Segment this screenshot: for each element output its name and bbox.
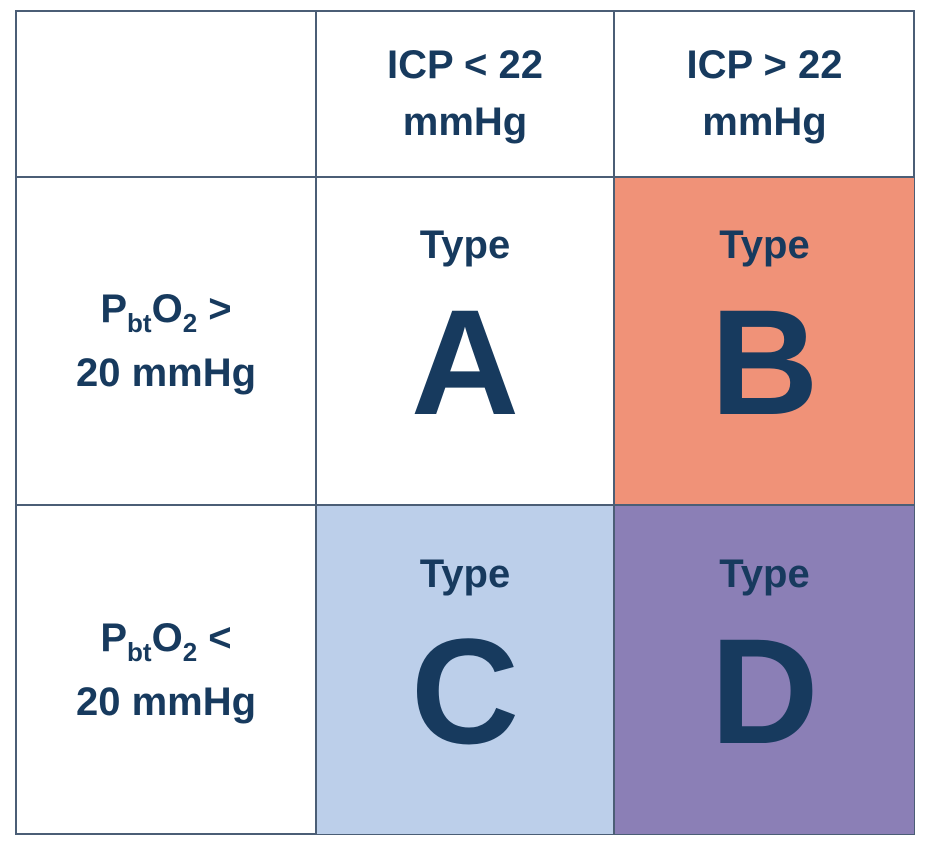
type-label: Type <box>719 552 810 596</box>
column-header-line2: mmHg <box>702 100 827 144</box>
row-header-line1: PbtO2 > <box>100 287 232 338</box>
row-header-line2: 20 mmHg <box>75 680 257 724</box>
type-label: Type <box>419 552 511 596</box>
column-header-line1: ICP < 22 <box>386 43 544 87</box>
row-header-pbto2-low: PbtO2 < 20 mmHg <box>17 506 317 834</box>
column-header-icp-high: ICP > 22 mmHg <box>615 12 914 178</box>
row-header-line1: PbtO2 < <box>100 616 232 667</box>
type-label: Type <box>719 223 810 267</box>
type-label: Type <box>419 223 511 267</box>
type-d-cell: Type D <box>615 506 914 834</box>
type-letter: C <box>410 607 520 775</box>
type-letter: D <box>710 607 819 775</box>
row-header-line2: 20 mmHg <box>75 351 257 395</box>
column-header-icp-low: ICP < 22 mmHg <box>317 12 615 178</box>
type-a-cell: Type A <box>317 178 615 506</box>
corner-cell <box>17 12 317 178</box>
column-header-line2: mmHg <box>402 100 528 144</box>
row-header-pbto2-high: PbtO2 > 20 mmHg <box>17 178 317 506</box>
type-letter: B <box>710 278 819 446</box>
column-header-line1: ICP > 22 <box>686 43 843 87</box>
type-letter: A <box>410 278 520 446</box>
type-b-cell: Type B <box>615 178 914 506</box>
type-c-cell: Type C <box>317 506 615 834</box>
classification-matrix: ICP < 22 mmHg ICP > 22 mmHg PbtO2 > 20 m… <box>15 10 915 835</box>
